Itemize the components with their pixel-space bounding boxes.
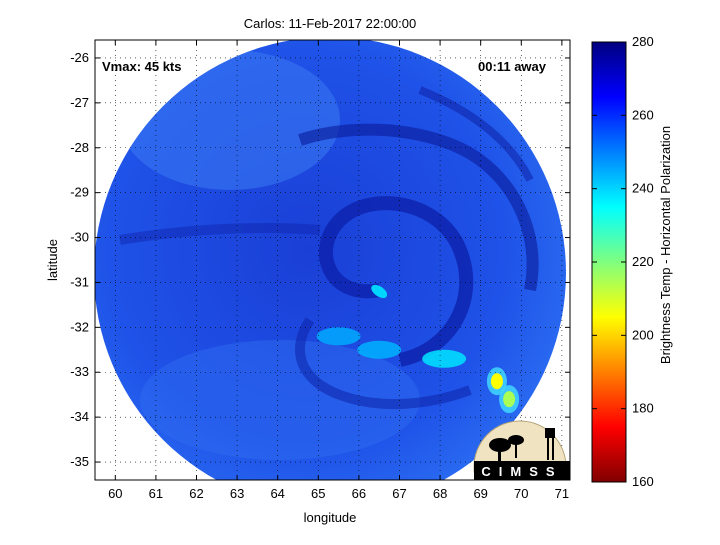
x-tick-label: 62 (189, 486, 203, 501)
x-tick-label: 61 (149, 486, 163, 501)
y-tick-label: -31 (70, 274, 89, 289)
x-tick-label: 66 (352, 486, 366, 501)
spiral-band-4 (295, 317, 472, 410)
colorbar-ticks: 160 180 200 220 240 260 280 (592, 34, 654, 489)
colorbar-tick-label: 160 (632, 474, 654, 489)
y-tick-label: -29 (70, 185, 89, 200)
spiral-band-3 (119, 223, 321, 245)
y-tick-label: -32 (70, 319, 89, 334)
feature-southern-rainband-mid (357, 340, 402, 359)
x-tick-label: 60 (108, 486, 122, 501)
y-tick-label: -33 (70, 364, 89, 379)
feature-southeast-convection (490, 373, 503, 390)
colorbar-tick-label: 200 (632, 327, 654, 342)
x-tick-label: 71 (555, 486, 569, 501)
feature-southeast-convection-2 (503, 391, 516, 408)
axes-box (94, 39, 571, 481)
feature-southern-rainband-west (316, 327, 361, 346)
colorbar-tick-label: 180 (632, 401, 654, 416)
y-tick-label: -28 (70, 140, 89, 155)
y-tick-label: -30 (70, 230, 89, 245)
x-tick-label: 68 (433, 486, 447, 501)
y-tick-label: -35 (70, 454, 89, 469)
y-tick-label: -27 (70, 95, 89, 110)
x-tick-label: 63 (230, 486, 244, 501)
spiral-band-1 (318, 196, 474, 367)
colorbar-tick-label: 260 (632, 107, 654, 122)
x-tick-label: 67 (392, 486, 406, 501)
y-axis-label: latitude (45, 239, 60, 281)
logo-text: CIMSS (481, 464, 562, 479)
spiral-band-2 (298, 123, 539, 292)
feature-storm-center (371, 284, 388, 299)
colorbar-tick-label: 240 (632, 181, 654, 196)
vmax-annotation: Vmax: 45 kts (102, 59, 182, 74)
chart-title: Carlos: 11-Feb-2017 22:00:00 (244, 16, 416, 31)
feature-southern-rainband-east (422, 349, 467, 368)
x-tick-label: 70 (514, 486, 528, 501)
colorbar-tick-label: 280 (632, 34, 654, 49)
colorbar-tick-label: 220 (632, 254, 654, 269)
grid-lines (95, 40, 570, 480)
feature-layer (316, 284, 520, 414)
time-away-annotation: 00:11 away (478, 59, 547, 74)
colorbar-label: Brightness Temp - Horizontal Polarizatio… (658, 126, 673, 364)
y-tick-label: -34 (70, 409, 89, 424)
x-axis-label: longitude (304, 510, 357, 525)
y-tick-label: -26 (70, 50, 89, 65)
x-tick-label: 65 (311, 486, 325, 501)
y-axis: -26 -27 -28 -29 -30 -31 -32 -33 -34 -35 (70, 50, 570, 469)
cimss-logo: CIMSS (473, 420, 570, 480)
colorbar: 160 180 200 220 240 260 280 Brightness Temp - … (591, 34, 673, 489)
x-tick-label: 69 (473, 486, 487, 501)
x-tick-label: 64 (270, 486, 284, 501)
x-axis: 60 61 62 63 64 65 66 67 68 69 70 71 (108, 40, 569, 501)
colorbar-gradient (591, 41, 627, 483)
